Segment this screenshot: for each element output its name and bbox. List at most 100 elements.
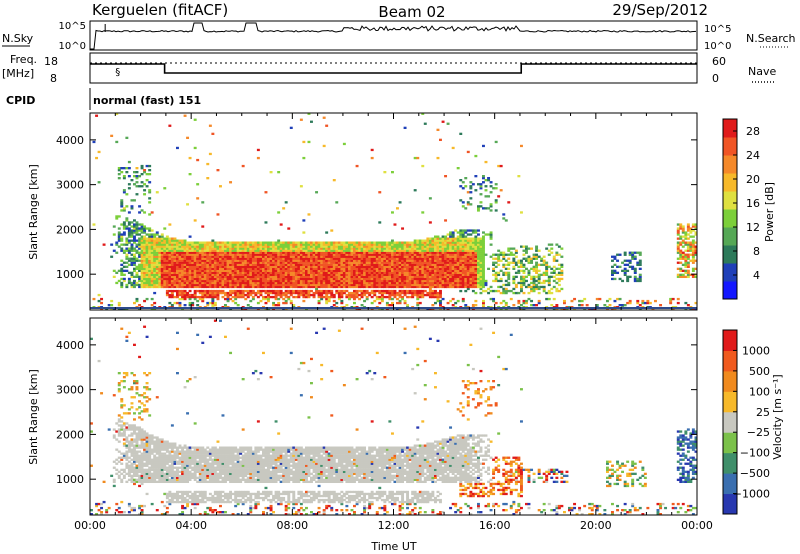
power-cell-380 xyxy=(148,279,152,283)
power-cell-1465 xyxy=(239,251,243,254)
power-cell-139 xyxy=(127,241,131,244)
power-cell-4369 xyxy=(499,279,503,283)
power-cell-4181 xyxy=(474,154,478,158)
power-cell-3018 xyxy=(378,257,382,260)
power-cell-4835 xyxy=(676,241,680,244)
power-cell-3159 xyxy=(391,267,394,271)
power-cell-1559 xyxy=(249,291,253,295)
power-cell-601 xyxy=(165,265,169,269)
power-cell-2171 xyxy=(302,259,306,262)
power-cell-3478 xyxy=(418,269,422,273)
power-cell-902 xyxy=(191,269,195,273)
power-cell-1687 xyxy=(259,251,263,254)
power-cell-775 xyxy=(181,285,185,289)
power-cell-1118 xyxy=(208,253,212,256)
power-cell-839 xyxy=(186,273,190,277)
power-cell-4578 xyxy=(537,279,541,283)
power-cell-926 xyxy=(193,277,197,281)
power-cell-1475 xyxy=(241,291,245,295)
power-cell-27 xyxy=(112,249,116,252)
power-cell-1795 xyxy=(269,263,273,267)
power-cell-3854 xyxy=(449,237,453,240)
power-cell-1379 xyxy=(231,255,235,258)
power-cell-348 xyxy=(145,281,149,285)
power-cell-2406 xyxy=(322,116,326,119)
power-cell-4824 xyxy=(676,297,680,301)
power-cell-2181 xyxy=(302,231,306,234)
power-cell-1826 xyxy=(272,261,276,264)
power-cell-4077 xyxy=(466,233,470,236)
power-cell-2723 xyxy=(353,293,356,297)
power-cell-4863 xyxy=(681,257,685,260)
power-cell-4178 xyxy=(474,229,478,232)
power-cell-4115 xyxy=(469,181,473,184)
power-cell-3510 xyxy=(421,261,425,264)
power-cell-3873 xyxy=(451,259,455,262)
power-cell-3269 xyxy=(401,283,405,287)
power-cell-3458 xyxy=(416,249,420,252)
power-cell-4099 xyxy=(469,253,473,256)
power-cell-1231 xyxy=(219,269,222,273)
power-cell-3113 xyxy=(385,243,389,246)
power-cell-1005 xyxy=(198,243,202,246)
power-cell-3147 xyxy=(391,293,394,297)
power-cell-3901 xyxy=(454,265,458,269)
power-cell-4754 xyxy=(626,301,630,305)
power-cell-975 xyxy=(196,241,200,244)
power-cell-4306 xyxy=(489,297,493,301)
power-cell-4200 xyxy=(477,249,480,252)
power-cell-4886 xyxy=(684,253,688,256)
power-cell-3642 xyxy=(431,239,435,242)
power-cell-1632 xyxy=(254,247,258,250)
power-cell-3258 xyxy=(398,249,402,252)
power-cell-4723 xyxy=(613,277,617,281)
power-cell-895 xyxy=(191,283,195,287)
power-cell-3347 xyxy=(406,243,410,246)
power-cell-4614 xyxy=(545,261,549,264)
power-cell-3172 xyxy=(391,241,394,244)
power-cell-1018 xyxy=(201,275,205,279)
power-cell-3807 xyxy=(446,275,450,279)
power-cell-4854 xyxy=(679,237,683,240)
power-cell-3875 xyxy=(451,255,455,258)
power-cell-2953 xyxy=(373,275,377,279)
power-cell-2030 xyxy=(289,263,293,267)
power-cell-4319 xyxy=(489,185,493,188)
power-cell-2133 xyxy=(299,275,303,279)
power-cell-4667 xyxy=(557,271,561,275)
power-cell-4652 xyxy=(555,289,559,293)
power-cell-2977 xyxy=(375,281,379,285)
power-cell-4700 xyxy=(590,308,594,311)
power-cell-1732 xyxy=(264,273,268,277)
power-cell-1985 xyxy=(284,201,288,204)
power-cell-2978 xyxy=(375,279,379,283)
power-cell-2017 xyxy=(289,291,293,295)
power-cell-2668 xyxy=(348,291,351,295)
power-cell-4039 xyxy=(464,245,468,248)
power-cell-1322 xyxy=(226,257,230,260)
power-cell-4606 xyxy=(545,291,549,295)
power-cell-4856 xyxy=(679,227,683,230)
power-cell-1457 xyxy=(239,267,243,271)
power-cell-3447 xyxy=(416,271,420,275)
power-cell-4825 xyxy=(676,275,680,279)
power-cell-929 xyxy=(193,271,197,275)
power-cell-1851 xyxy=(274,269,278,273)
power-cell-4310 xyxy=(489,243,493,246)
power-cell-1338 xyxy=(229,281,233,285)
power-cell-4426 xyxy=(509,261,513,264)
power-cell-1147 xyxy=(211,263,215,267)
power-cell-2861 xyxy=(363,241,367,244)
power-cell-3556 xyxy=(426,283,430,287)
power-cell-826 xyxy=(183,243,187,246)
power-cell-1168 xyxy=(213,283,217,287)
power-cell-4127 xyxy=(471,271,475,275)
nsky-tick-top-right: 10^5 xyxy=(704,24,731,35)
power-cell-3452 xyxy=(416,261,420,264)
power-cell-4658 xyxy=(555,259,559,262)
power-cell-4685 xyxy=(565,308,569,311)
power-cell-4865 xyxy=(681,253,685,256)
power-cell-2407 xyxy=(325,301,329,305)
power-cell-1639 xyxy=(256,291,260,295)
power-cell-38 xyxy=(115,112,119,115)
